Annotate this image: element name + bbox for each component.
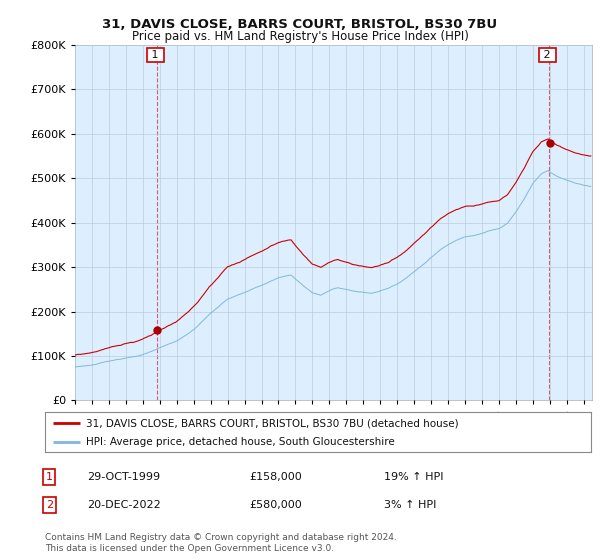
- Text: 20-DEC-2022: 20-DEC-2022: [87, 500, 161, 510]
- Text: 1: 1: [148, 50, 162, 60]
- Text: 29-OCT-1999: 29-OCT-1999: [87, 472, 160, 482]
- Text: 2: 2: [46, 500, 53, 510]
- Text: 31, DAVIS CLOSE, BARRS COURT, BRISTOL, BS30 7BU (detached house): 31, DAVIS CLOSE, BARRS COURT, BRISTOL, B…: [86, 418, 458, 428]
- Text: Contains HM Land Registry data © Crown copyright and database right 2024.
This d: Contains HM Land Registry data © Crown c…: [45, 533, 397, 553]
- Text: 1: 1: [46, 472, 53, 482]
- Text: £158,000: £158,000: [249, 472, 302, 482]
- Text: 19% ↑ HPI: 19% ↑ HPI: [384, 472, 443, 482]
- Text: 3% ↑ HPI: 3% ↑ HPI: [384, 500, 436, 510]
- Text: £580,000: £580,000: [249, 500, 302, 510]
- Text: 2: 2: [541, 50, 554, 60]
- Text: 31, DAVIS CLOSE, BARRS COURT, BRISTOL, BS30 7BU: 31, DAVIS CLOSE, BARRS COURT, BRISTOL, B…: [103, 18, 497, 31]
- Text: HPI: Average price, detached house, South Gloucestershire: HPI: Average price, detached house, Sout…: [86, 437, 395, 446]
- Text: Price paid vs. HM Land Registry's House Price Index (HPI): Price paid vs. HM Land Registry's House …: [131, 30, 469, 43]
